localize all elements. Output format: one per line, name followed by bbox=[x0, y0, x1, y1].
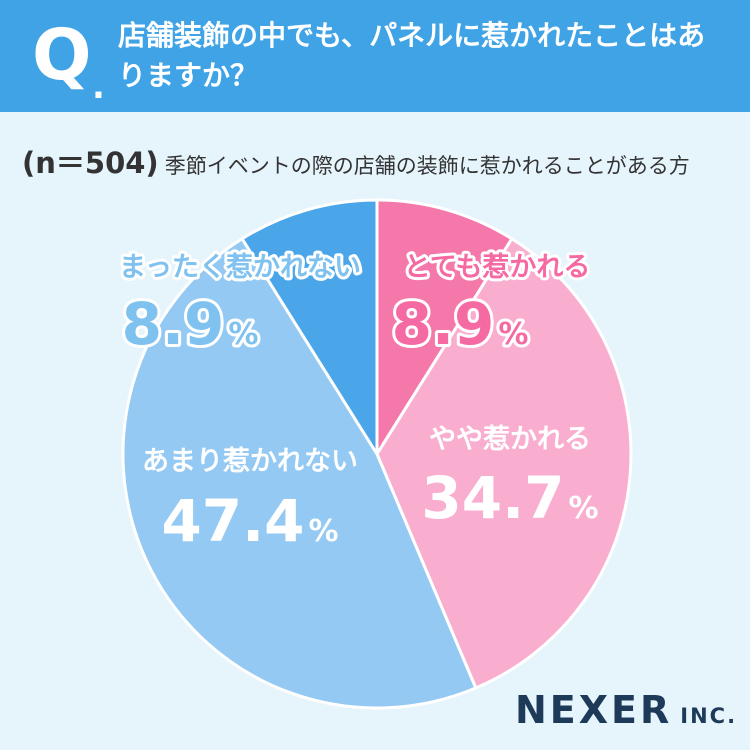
slice-value-unit-4: % bbox=[228, 317, 258, 352]
slice-value-unit-1: % bbox=[498, 317, 528, 352]
slice-value-3: 47.4% bbox=[161, 487, 338, 555]
slice-value-number-4: 8.9 bbox=[122, 290, 225, 358]
pie-slice-2 bbox=[375, 237, 633, 690]
pie-slice-1 bbox=[375, 198, 514, 456]
slice-value-unit-2: % bbox=[569, 491, 599, 526]
slice-label-2: やや惹かれる bbox=[429, 424, 591, 455]
q-dot: . bbox=[92, 67, 105, 107]
q-mark: Q bbox=[32, 14, 92, 96]
slice-label-4: まったく惹かれない bbox=[119, 252, 361, 283]
slice-value-unit-3: % bbox=[309, 514, 339, 549]
logo-name: NEXER bbox=[515, 688, 673, 732]
pie-slice-3 bbox=[121, 237, 478, 710]
question-header: Q . 店舗装飾の中でも、パネルに惹かれたことはありますか？ bbox=[0, 0, 750, 112]
pie-slice-4 bbox=[240, 198, 379, 456]
slice-value-number-2: 34.7 bbox=[421, 464, 564, 532]
logo-suffix: INC. bbox=[680, 704, 738, 728]
slice-value-1: 8.9% bbox=[392, 290, 529, 358]
slice-label-1: とても惹かれる bbox=[404, 252, 591, 283]
slice-label-3: あまり惹かれない bbox=[142, 446, 358, 477]
pie-slices bbox=[121, 198, 633, 710]
sample-size: (n＝504) bbox=[22, 146, 159, 180]
slice-value-2: 34.7% bbox=[421, 464, 598, 532]
slice-value-number-3: 47.4 bbox=[161, 487, 304, 555]
pie-labels: とても惹かれる 8.9 % やや惹かれる 34.7 % あまり惹かれない 47.4 % まったく惹… bbox=[116, 249, 599, 555]
survey-subtitle: (n＝504) 季節イベントの際の店舗の装飾に惹かれることがある方 bbox=[22, 140, 690, 182]
slice-value-4: 8.9% bbox=[122, 290, 259, 358]
slice-value-number-1: 8.9 bbox=[392, 290, 495, 358]
question-text: 店舗装飾の中でも、パネルに惹かれたことはありますか？ bbox=[118, 19, 706, 92]
survey-description: 季節イベントの際の店舗の装飾に惹かれることがある方 bbox=[164, 154, 690, 178]
nexer-logo: NEXER INC. bbox=[515, 688, 737, 732]
